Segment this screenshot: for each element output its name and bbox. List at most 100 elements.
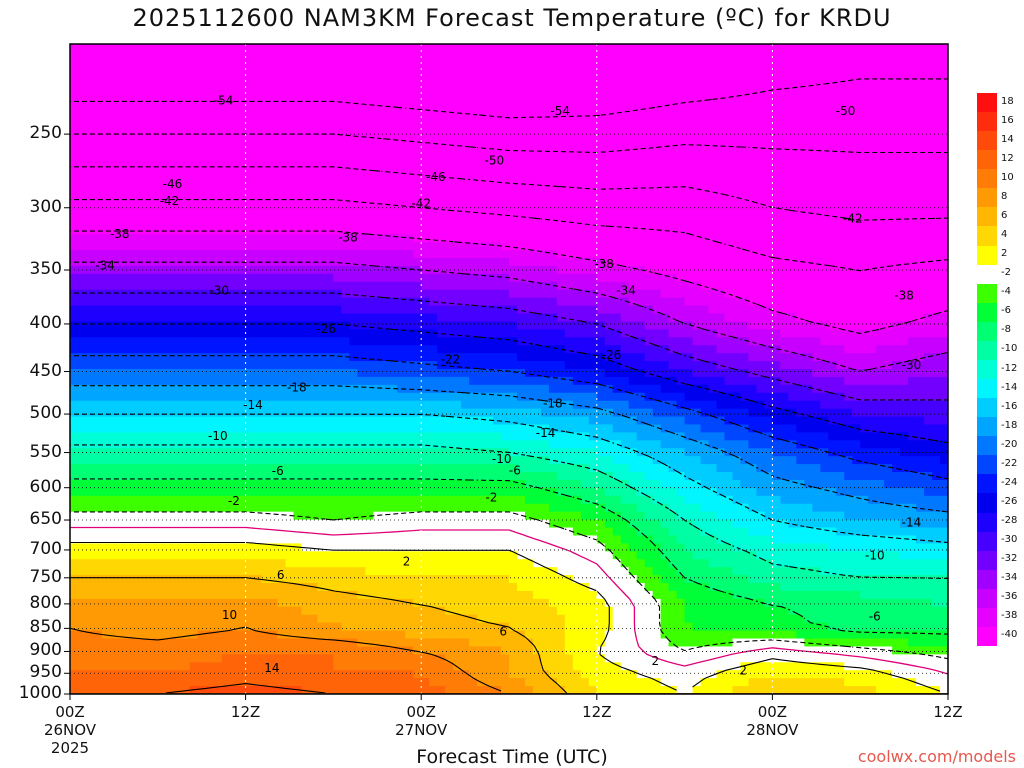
heatmap-cell <box>93 234 103 243</box>
heatmap-cell <box>85 210 95 219</box>
heatmap-cell <box>389 353 398 362</box>
heatmap-cell <box>309 154 319 164</box>
heatmap-cell <box>772 305 781 315</box>
heatmap-cell <box>924 305 933 315</box>
heatmap-cell <box>556 154 566 164</box>
heatmap-cell <box>692 281 702 291</box>
heatmap-cell <box>908 202 917 212</box>
heatmap-cell <box>373 289 382 299</box>
heatmap-cell <box>820 297 829 307</box>
heatmap-cell <box>812 170 821 180</box>
heatmap-cell <box>229 273 239 283</box>
heatmap-cell <box>165 313 175 323</box>
heatmap-cell <box>509 170 518 180</box>
heatmap-cell <box>437 250 446 259</box>
heatmap-cell <box>628 67 638 77</box>
heatmap-cell <box>812 369 821 378</box>
heatmap-cell <box>469 345 478 354</box>
heatmap-cell <box>421 218 430 227</box>
heatmap-cell <box>125 384 135 394</box>
heatmap-cell <box>117 297 127 307</box>
heatmap-cell <box>445 273 454 283</box>
heatmap-cell <box>932 337 941 346</box>
heatmap-cell <box>924 250 933 259</box>
heatmap-cell <box>916 115 925 124</box>
heatmap-cell <box>445 281 454 291</box>
heatmap-cell <box>453 115 462 124</box>
heatmap-cell <box>493 337 502 346</box>
heatmap-cell <box>277 123 287 132</box>
heatmap-cell <box>868 384 877 394</box>
heatmap-cell <box>149 131 159 140</box>
heatmap-cell <box>772 59 781 69</box>
heatmap-cell <box>229 337 239 346</box>
heatmap-cell <box>389 400 398 410</box>
heatmap-cell <box>860 392 869 402</box>
heatmap-cell <box>708 67 718 77</box>
heatmap-cell <box>365 202 374 212</box>
heatmap-cell <box>405 210 414 219</box>
heatmap-cell <box>740 91 750 101</box>
heatmap-cell <box>197 297 207 307</box>
heatmap-cell <box>269 131 279 140</box>
heatmap-cell <box>165 353 175 362</box>
heatmap-cell <box>125 321 135 330</box>
heatmap-cell <box>365 345 374 354</box>
heatmap-cell <box>141 154 151 164</box>
heatmap-cell <box>477 123 486 132</box>
heatmap-cell <box>740 289 750 299</box>
heatmap-cell <box>556 83 566 93</box>
heatmap-cell <box>900 59 909 69</box>
heatmap-cell <box>700 392 710 402</box>
heatmap-cell <box>493 139 502 148</box>
heatmap-cell <box>461 345 470 354</box>
heatmap-cell <box>445 369 454 378</box>
heatmap-cell <box>756 210 766 219</box>
heatmap-cell <box>229 400 239 410</box>
heatmap-cell <box>173 59 183 69</box>
heatmap-cell <box>229 313 239 323</box>
heatmap-cell <box>916 162 925 172</box>
heatmap-cell <box>644 384 654 394</box>
heatmap-cell <box>445 400 454 410</box>
heatmap-cell <box>908 258 917 267</box>
heatmap-cell <box>157 400 167 410</box>
heatmap-cell <box>381 329 390 338</box>
heatmap-cell <box>860 202 869 212</box>
heatmap-cell <box>580 361 590 370</box>
heatmap-cell <box>309 44 319 53</box>
heatmap-cell <box>133 250 143 259</box>
heatmap-cell <box>349 218 358 227</box>
heatmap-cell <box>501 376 510 386</box>
heatmap-cell <box>381 376 390 386</box>
heatmap-cell <box>652 297 662 307</box>
heatmap-cell <box>884 242 893 251</box>
heatmap-cell <box>173 83 183 93</box>
heatmap-cell <box>317 147 327 156</box>
heatmap-cell <box>277 83 287 93</box>
heatmap-cell <box>381 83 390 93</box>
heatmap-cell <box>812 67 821 77</box>
heatmap-cell <box>181 392 191 402</box>
heatmap-cell <box>516 250 526 259</box>
heatmap-cell <box>229 131 239 140</box>
heatmap-cell <box>548 234 558 243</box>
heatmap-cell <box>469 384 478 394</box>
heatmap-cell <box>285 75 295 85</box>
heatmap-cell <box>469 99 478 109</box>
heatmap-cell <box>732 194 742 204</box>
heatmap-cell <box>804 178 813 188</box>
heatmap-cell <box>620 353 630 362</box>
heatmap-cell <box>301 178 311 188</box>
heatmap-cell <box>389 51 398 61</box>
heatmap-cell <box>700 123 710 132</box>
heatmap-cell <box>620 313 630 323</box>
heatmap-cell <box>780 226 789 235</box>
heatmap-cell <box>349 186 358 196</box>
heatmap-cell <box>732 75 742 85</box>
heatmap-cell <box>684 258 694 267</box>
heatmap-cell <box>493 361 502 370</box>
heatmap-cell <box>588 178 598 188</box>
heatmap-cell <box>237 131 247 140</box>
heatmap-cell <box>205 400 215 410</box>
